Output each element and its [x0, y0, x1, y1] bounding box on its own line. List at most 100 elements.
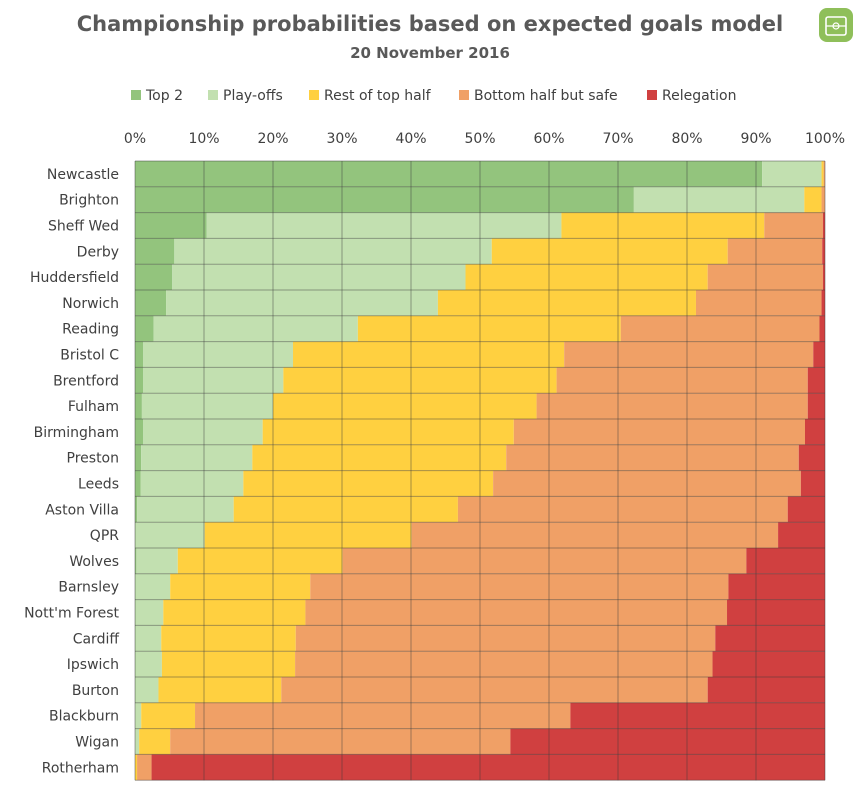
bar-segment — [804, 186, 822, 213]
x-tick-label: 20% — [257, 131, 288, 147]
category-label: Sheff Wed — [48, 219, 119, 235]
x-tick-label: 0% — [124, 131, 146, 147]
bar-segment — [135, 290, 167, 316]
category-label: Huddersfield — [30, 270, 119, 286]
category-label: Barnsley — [58, 580, 119, 596]
plot-area — [135, 161, 825, 781]
bar-segment — [570, 702, 825, 729]
bar-segment — [135, 496, 138, 523]
category-label: Fulham — [68, 399, 119, 415]
bar-segment — [727, 599, 825, 626]
bar-segment — [141, 702, 196, 729]
category-label: Bristol C — [60, 348, 119, 364]
bar-segment — [135, 264, 173, 290]
bar-segment — [465, 264, 708, 290]
category-label: Nott'm Forest — [24, 606, 119, 622]
bar-segment — [305, 599, 728, 626]
bar-segment — [151, 754, 825, 781]
category-label: Ipswich — [67, 657, 119, 673]
bar-segment — [513, 419, 805, 445]
bar-segment — [135, 625, 136, 652]
legend-swatch-0 — [131, 90, 141, 100]
bar-segment — [135, 444, 142, 471]
bar-segment — [491, 238, 728, 265]
bar-segment — [135, 651, 136, 677]
bar-segment — [821, 161, 824, 187]
bar-segment — [821, 290, 825, 316]
category-label: Birmingham — [34, 425, 119, 441]
bar-segment — [728, 573, 825, 600]
bar-segment — [135, 161, 763, 187]
category-label: Blackburn — [49, 709, 119, 725]
bar-segment — [135, 625, 162, 652]
bar-segment — [822, 264, 825, 290]
bar-segment — [293, 341, 565, 368]
bar-segment — [800, 470, 825, 497]
bar-segment — [807, 367, 825, 394]
bar-segment — [170, 573, 311, 600]
bar-segment — [561, 212, 765, 239]
chart-title: Championship probabilities based on expe… — [76, 12, 784, 36]
bar-segment — [139, 728, 171, 755]
category-label: Reading — [62, 322, 119, 338]
bar-segment — [135, 599, 164, 626]
bar-segment — [163, 599, 306, 626]
bar-segment — [135, 341, 144, 368]
bar-segment — [135, 186, 634, 213]
bar-segment — [819, 315, 825, 342]
bar-segment — [135, 522, 136, 548]
x-tick-label: 70% — [602, 131, 633, 147]
x-tick-label: 50% — [464, 131, 495, 147]
bar-segment — [310, 573, 729, 600]
bar-segment — [457, 496, 788, 523]
bar-segment — [135, 677, 159, 703]
bar-segment — [357, 315, 621, 342]
category-label: Derby — [77, 244, 119, 260]
bar-segment — [411, 522, 779, 548]
bar-segment — [510, 728, 825, 755]
bar-segment — [135, 651, 162, 677]
x-tick-label: 60% — [533, 131, 564, 147]
legend-label-3: Bottom half but safe — [474, 88, 618, 104]
x-tick-label: 40% — [395, 131, 426, 147]
bar-segment — [283, 367, 557, 394]
bar-segment — [161, 651, 296, 677]
bar-segment — [821, 186, 825, 213]
category-label: Rotherham — [42, 760, 119, 776]
legend-swatch-4 — [647, 90, 657, 100]
legend-label-4: Relegation — [662, 88, 737, 104]
bar-segment — [807, 393, 825, 419]
logo-icon — [819, 8, 853, 42]
bar-segment — [135, 419, 144, 445]
x-tick-label: 90% — [740, 131, 771, 147]
bar-segment — [273, 393, 537, 419]
bar-segment — [141, 393, 273, 419]
bar-segment — [135, 315, 154, 342]
legend-swatch-2 — [309, 90, 319, 100]
bar-segment — [822, 238, 825, 265]
bar-segment — [493, 470, 801, 497]
x-axis-ticks: 0% 10% 20% 30% 40% 50% 60% 70% 80% 90% 100% — [124, 131, 845, 147]
bar-segment — [137, 496, 234, 523]
x-tick-label: 100% — [805, 131, 845, 147]
bar-segment — [556, 367, 808, 394]
legend-label-1: Play-offs — [223, 88, 283, 104]
bar-segment — [506, 444, 799, 471]
bar-segment — [143, 419, 263, 445]
bar-segment — [141, 444, 253, 471]
bar-segment — [620, 315, 820, 342]
bar-segment — [135, 470, 141, 497]
bar-segment — [135, 702, 142, 729]
bar-segment — [707, 264, 823, 290]
bar-segment — [252, 444, 507, 471]
category-label: Norwich — [62, 296, 119, 312]
bar-segment — [536, 393, 808, 419]
category-label: Wolves — [69, 554, 119, 570]
x-tick-label: 10% — [188, 131, 219, 147]
bar-segment — [135, 573, 171, 600]
bar-segment — [136, 548, 178, 574]
bar-segment — [787, 496, 825, 523]
bar-segment — [633, 186, 805, 213]
bar-segment — [822, 212, 825, 239]
